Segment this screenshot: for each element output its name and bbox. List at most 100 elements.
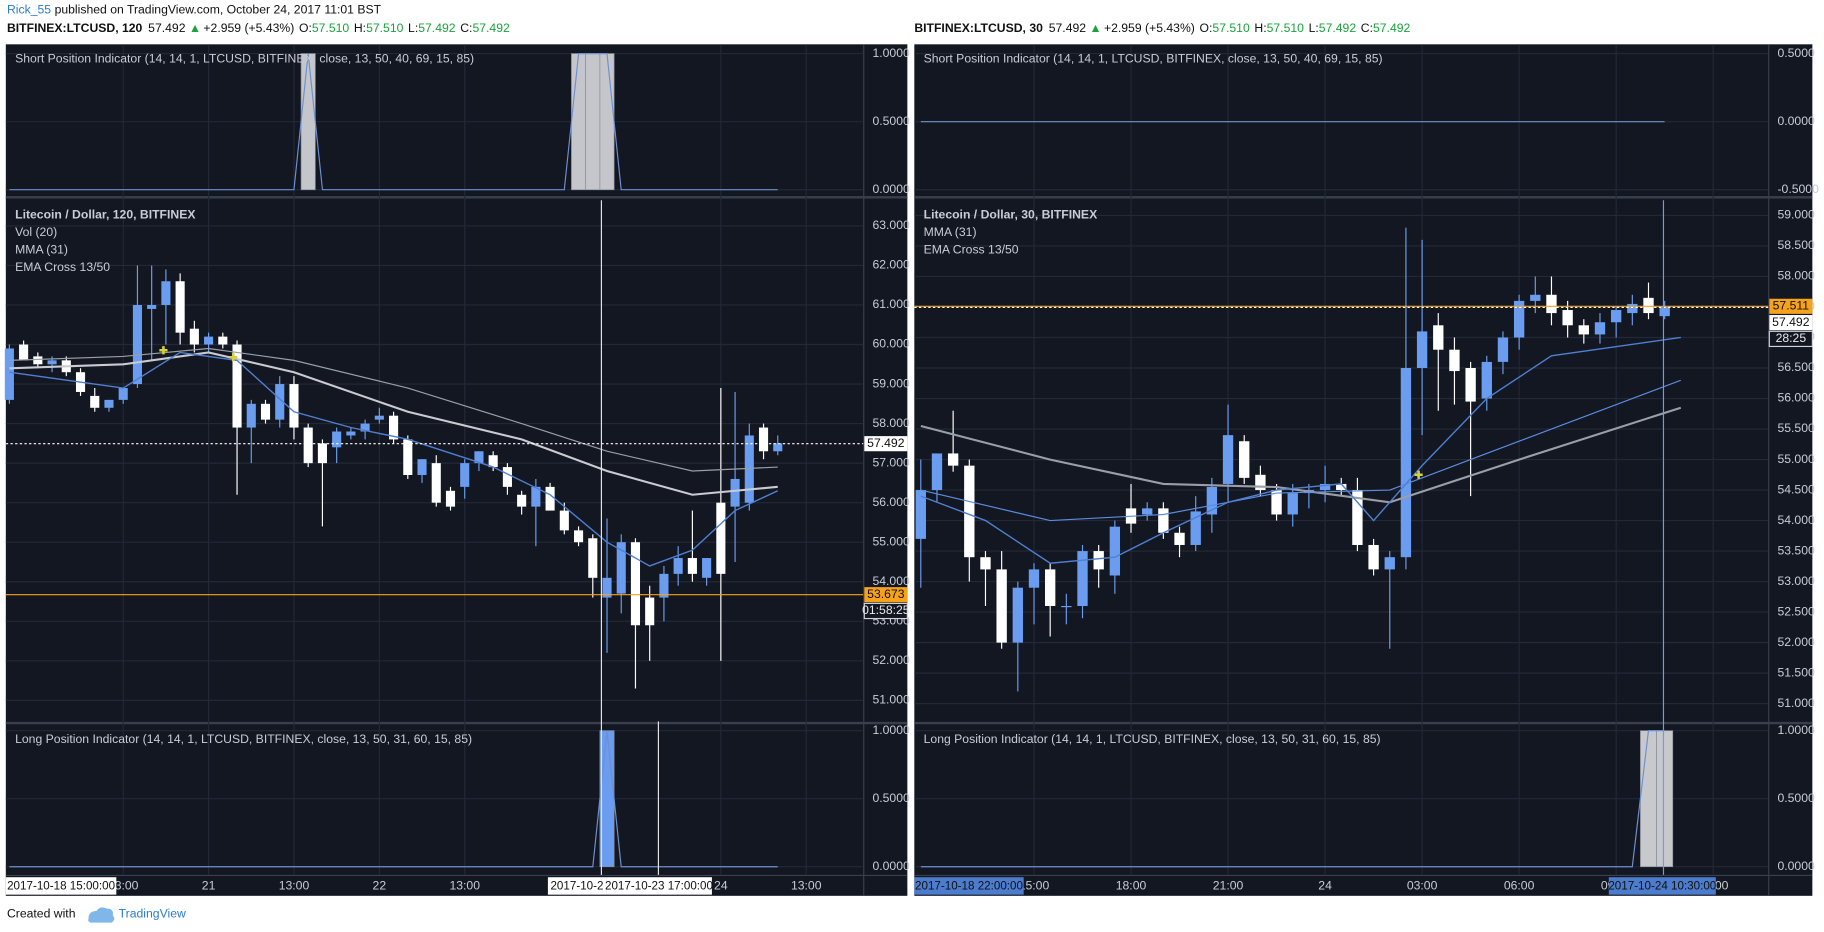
published: published on TradingView.com, October 24… (55, 3, 382, 17)
ohlc-value: 57.492 (418, 21, 456, 35)
crosshair-label-bg (5, 877, 117, 895)
change: +2.959 (+5.43%) (203, 21, 294, 35)
candle-body (531, 486, 541, 507)
crosshair-label: 2017-10-18 15:00:00 (7, 880, 115, 893)
author[interactable]: Rick_55 (7, 3, 51, 17)
signal-column (585, 53, 601, 191)
ohlc-key: L: (1309, 21, 1319, 35)
candle-body (673, 558, 683, 574)
candle-body (1222, 435, 1234, 484)
crosshair-label-bg (1608, 877, 1716, 895)
candle-body (1319, 483, 1331, 491)
signal-column (599, 53, 615, 191)
candle-body (630, 542, 641, 626)
candle-body (132, 304, 142, 385)
candle-body (931, 453, 943, 491)
ohlc-value: 57.492 (1373, 21, 1411, 35)
legend-item: MMA (31) (15, 242, 68, 256)
candle-body (744, 435, 754, 503)
x-tick-label: 18:00 (1116, 879, 1147, 893)
y-tick-label: 63.000 (872, 218, 910, 232)
candle-body (687, 558, 697, 574)
candle-body (602, 577, 612, 598)
candle-body (474, 451, 484, 464)
y-tick-label: 1.0000 (872, 723, 910, 737)
y-tick-label: 57.000 (872, 455, 910, 469)
pane-title: Long Position Indicator (14, 14, 1, LTCU… (924, 732, 1381, 746)
candle-body (588, 538, 598, 578)
ohlc-value: 57.510 (1267, 21, 1305, 35)
y-tick-label: 55.000 (1777, 452, 1815, 466)
candle-body (260, 403, 271, 420)
candle-body (716, 502, 726, 574)
candle-body (1271, 490, 1282, 515)
candle-body (303, 427, 313, 464)
candle-body (1562, 310, 1573, 326)
candle-body (1287, 493, 1298, 515)
signal-line (920, 730, 1665, 868)
candle-body (517, 494, 527, 507)
tradingview-logo[interactable] (88, 907, 115, 923)
candle-body (1416, 331, 1428, 369)
right-panel-bg (914, 44, 1813, 896)
candle-body (1336, 483, 1347, 491)
candle-body (1028, 569, 1040, 588)
candle-body (431, 463, 441, 503)
x-tick-label: 13:00 (449, 879, 480, 893)
candle-body (1465, 368, 1476, 402)
candle-body (545, 486, 555, 511)
y-tick-label: 56.500 (1777, 360, 1815, 374)
symbol-line: BITFINEX:LTCUSD, 120 57.492 ▲ +2.959 (+5.43… (7, 21, 510, 35)
y-tick-label: 1.0000 (872, 46, 910, 60)
candle-body (1546, 294, 1557, 314)
signal-column (571, 53, 587, 191)
candle-body (1578, 325, 1589, 335)
legend-item: EMA Cross 13/50 (15, 260, 110, 274)
y-tick-label: 62.000 (872, 258, 910, 272)
ohlc-key: O: (299, 21, 312, 35)
candle-body (118, 388, 128, 400)
signal-line (9, 730, 778, 868)
candle-body (1400, 368, 1412, 558)
x-tick-label: 15:00 (1019, 879, 1050, 893)
y-tick-label: 53.000 (1777, 574, 1815, 588)
y-tick-label: 55.000 (872, 534, 910, 548)
x-tick-label: 21 (202, 879, 216, 893)
candle-body (996, 569, 1007, 643)
candle-body (1384, 557, 1395, 570)
price-label-bg (1769, 315, 1813, 331)
ohlc-key: L: (408, 21, 418, 35)
candle-body (1044, 569, 1056, 607)
ohlc-key: H: (354, 21, 366, 35)
candle-body (1158, 508, 1169, 533)
candle-body (980, 557, 991, 570)
crosshair-label: 2017-10-23 17:00:00 (605, 880, 713, 893)
pane-title: Short Position Indicator (14, 14, 1, LTC… (924, 52, 1383, 66)
y-tick-label: 51.500 (1777, 665, 1815, 679)
y-tick-label: 0.5000 (1777, 791, 1815, 805)
candle-body (374, 415, 384, 420)
footer-brand[interactable]: TradingView (119, 907, 186, 921)
indicator-line (9, 351, 779, 567)
y-tick-label: 59.000 (1777, 208, 1815, 222)
candle-body (232, 344, 242, 428)
ohlc-key: H: (1254, 21, 1266, 35)
candle-body (730, 478, 740, 507)
candle-body (1481, 361, 1492, 399)
candle-body (1255, 474, 1266, 491)
candle-body (1352, 490, 1363, 545)
candle-body (1530, 294, 1541, 301)
candle-body (1449, 349, 1460, 372)
candle-body (1659, 306, 1670, 317)
indicator-line (920, 406, 1682, 504)
signal-line (9, 53, 778, 191)
candle-body (47, 360, 57, 365)
ohlc-value: 57.510 (1212, 21, 1250, 35)
y-tick-label: 0.0000 (872, 182, 910, 196)
ohlc-key: O: (1200, 21, 1213, 35)
header-line: Rick_55 published on TradingView.com, Oct… (7, 3, 382, 17)
indicator-line (9, 351, 778, 496)
pane-title: Litecoin / Dollar, 30, BITFINEX (924, 208, 1098, 222)
labels: 1.0000 0.5000 0.0000 Short Position Indicat… (15, 46, 1819, 893)
candle-body (417, 459, 427, 475)
